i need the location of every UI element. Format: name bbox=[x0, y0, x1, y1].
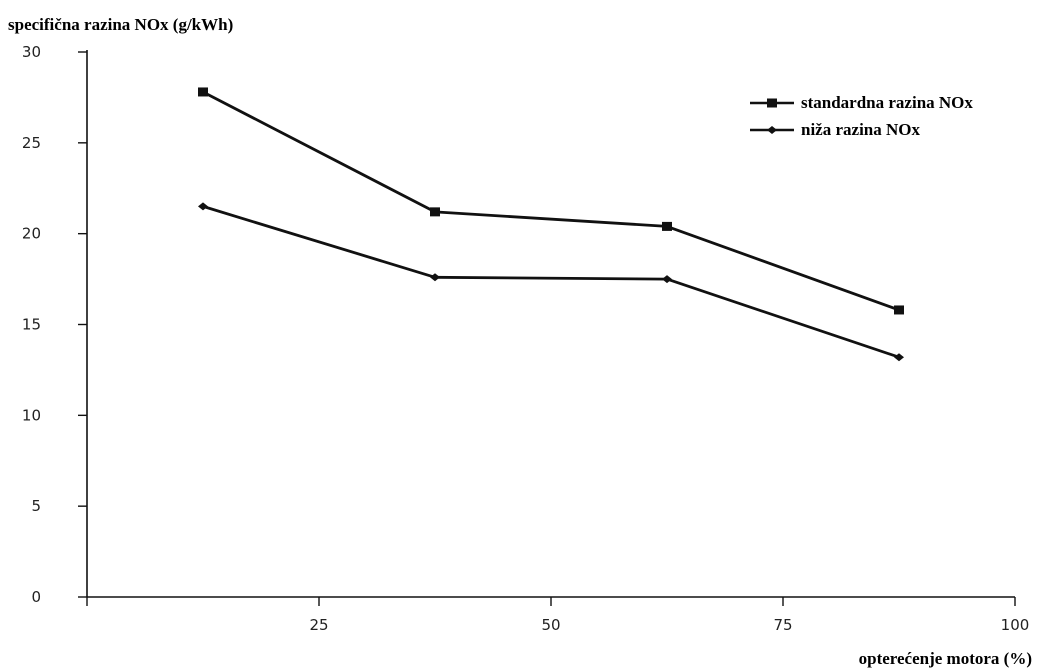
data-point bbox=[894, 305, 904, 315]
legend-label: standardna razina NOx bbox=[801, 93, 973, 112]
y-tick-label: 5 bbox=[31, 497, 41, 515]
y-tick-label: 20 bbox=[22, 225, 41, 243]
series-line bbox=[202, 205, 900, 359]
data-point bbox=[662, 221, 672, 231]
y-tick-label: 0 bbox=[31, 588, 41, 606]
x-tick-label: 100 bbox=[1001, 616, 1030, 634]
data-point bbox=[198, 87, 208, 97]
legend-item: standardna razina NOx bbox=[750, 93, 973, 112]
legend-item: niža razina NOx bbox=[750, 120, 920, 139]
legend-marker bbox=[767, 126, 777, 134]
data-point bbox=[662, 275, 672, 284]
series-layer bbox=[198, 87, 904, 362]
legend-marker bbox=[767, 98, 777, 108]
series-1 bbox=[198, 87, 904, 315]
data-point bbox=[430, 207, 440, 217]
series-line bbox=[202, 90, 900, 312]
x-tick-label: 25 bbox=[309, 616, 328, 634]
y-tick-label: 30 bbox=[22, 43, 41, 61]
x-tick-label: 75 bbox=[773, 616, 792, 634]
data-point bbox=[894, 353, 904, 362]
y-tick-label: 15 bbox=[22, 316, 41, 334]
data-point bbox=[430, 273, 440, 282]
axes: 0 5 10 15 20 25 30 25 50 75 100 bbox=[22, 43, 1029, 634]
legend: standardna razina NOx niža razina NOx bbox=[750, 93, 973, 139]
y-axis-title: specifična razina NOx (g/kWh) bbox=[8, 15, 233, 34]
x-tick-label: 50 bbox=[541, 616, 560, 634]
legend-label: niža razina NOx bbox=[801, 120, 920, 139]
x-axis-title: opterećenje motora (%) bbox=[859, 649, 1032, 668]
y-tick-label: 25 bbox=[22, 134, 41, 152]
y-tick-label: 10 bbox=[22, 406, 41, 424]
series-2 bbox=[198, 202, 904, 362]
data-point bbox=[198, 202, 208, 211]
